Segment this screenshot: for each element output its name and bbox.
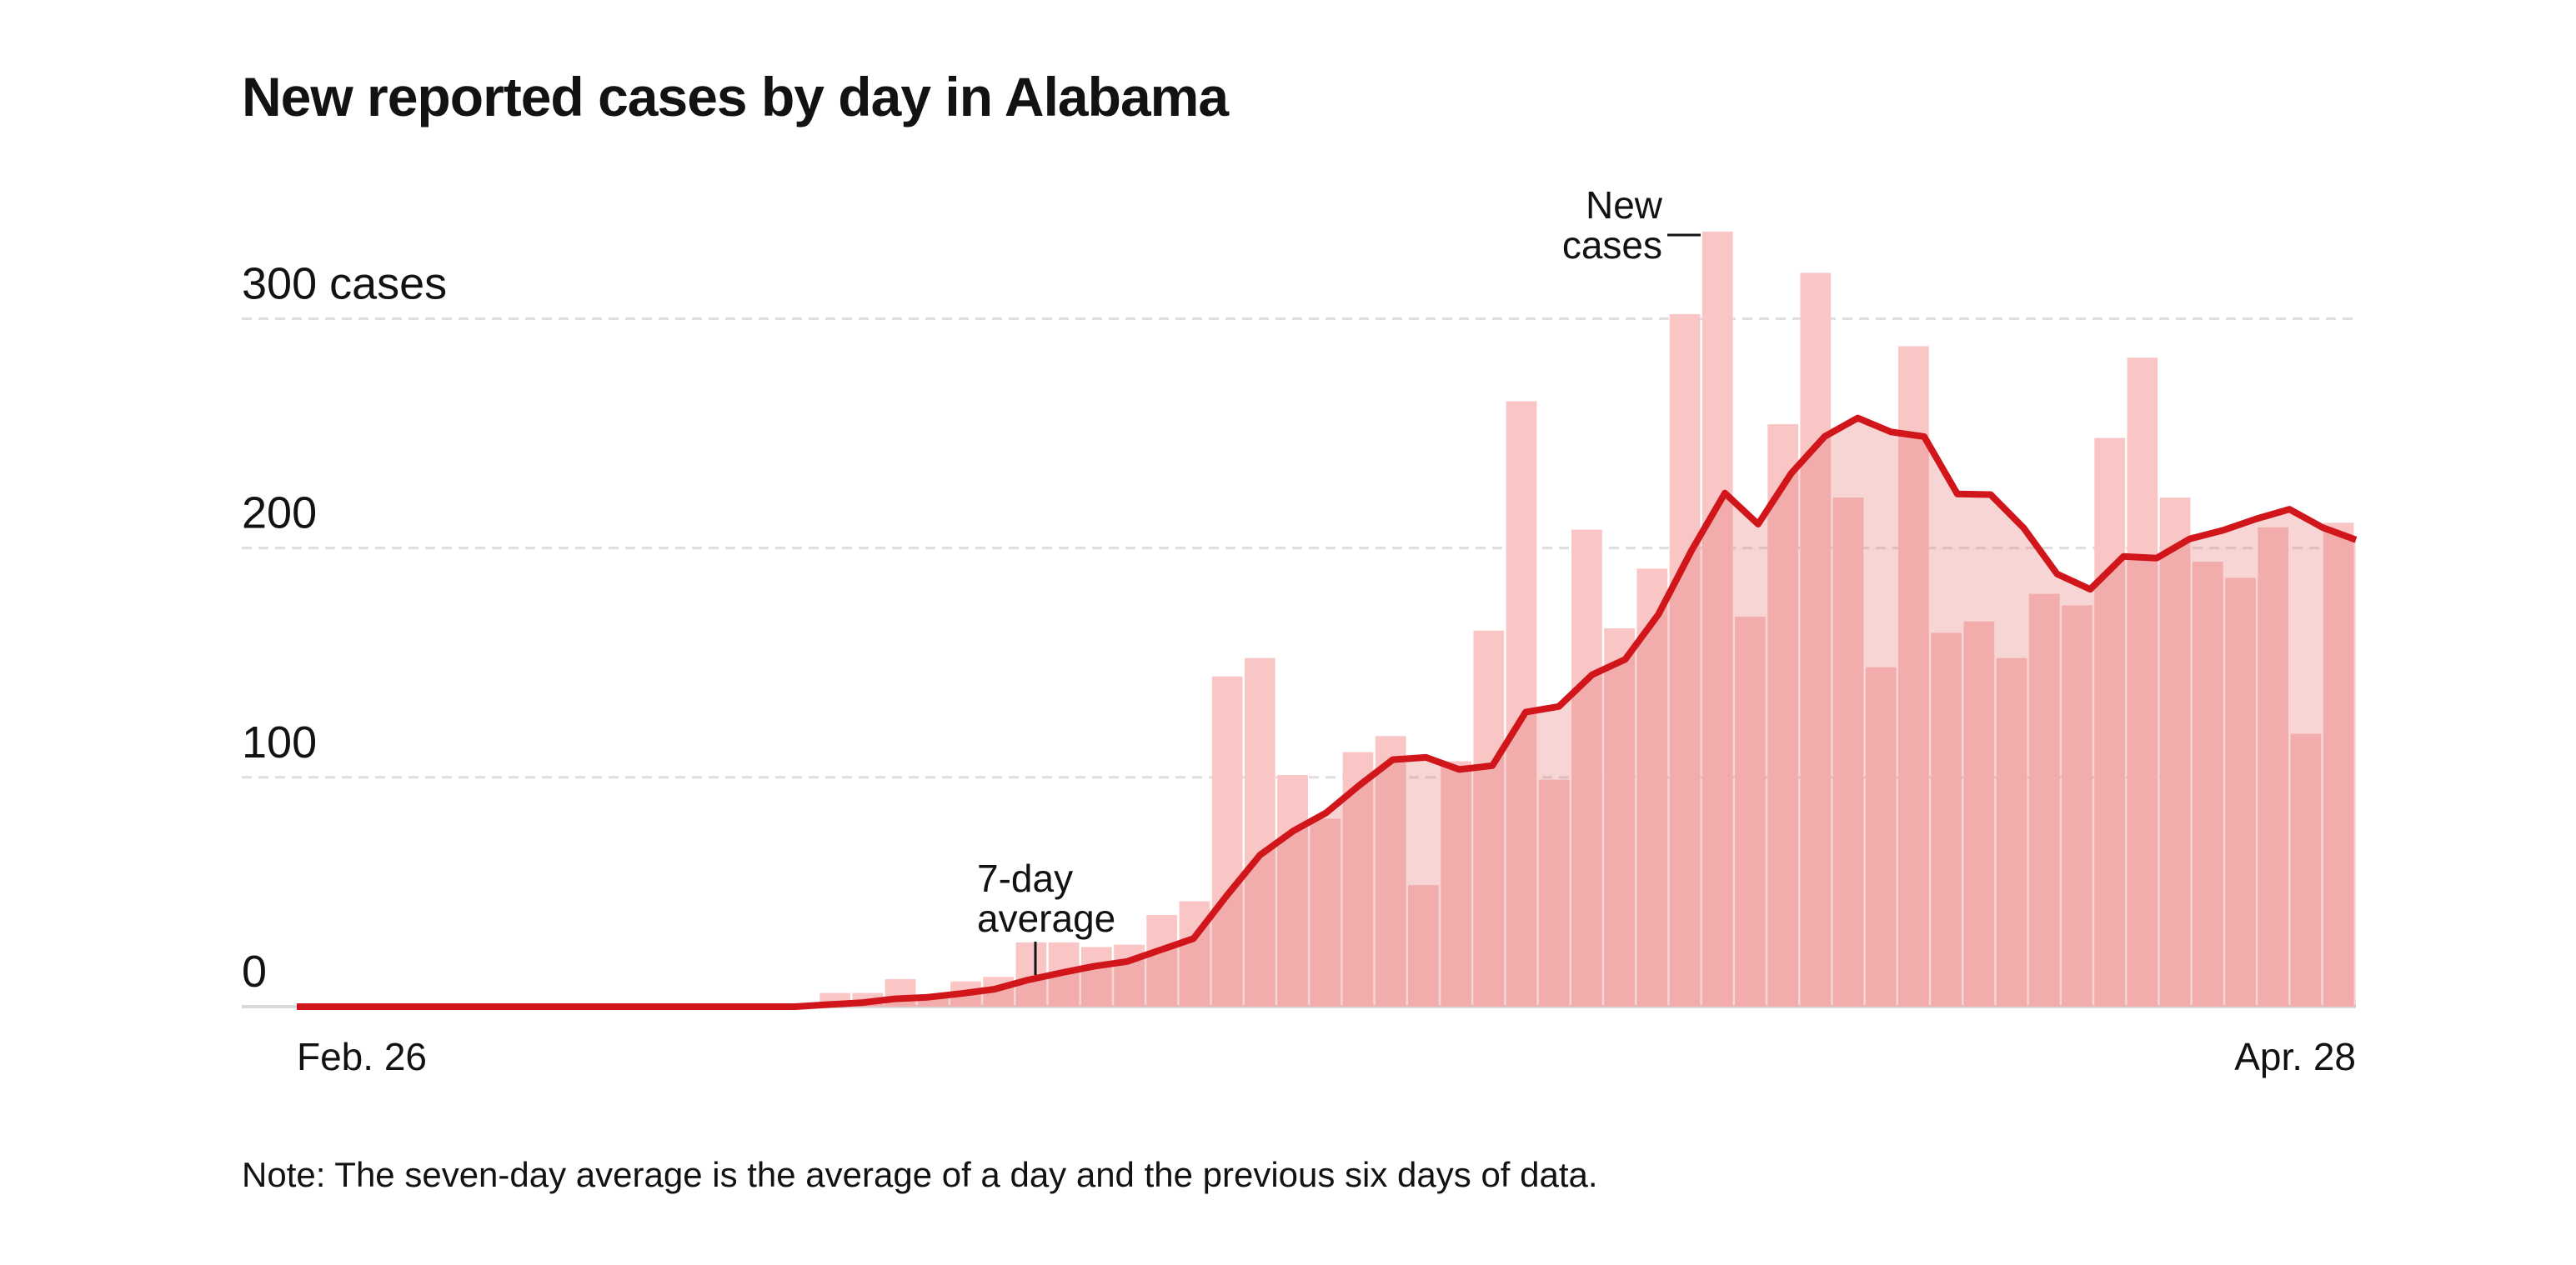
bar — [1996, 658, 2027, 1007]
average-area — [297, 418, 2356, 1008]
bar — [1669, 313, 1701, 1007]
bar — [1800, 272, 1832, 1007]
bar — [1473, 630, 1505, 1007]
y-tick-label: 0 — [242, 947, 267, 997]
bar — [1931, 632, 1962, 1007]
average-line — [297, 414, 2358, 1010]
line-annotation: 7-day average — [977, 857, 1116, 940]
bar — [2258, 527, 2289, 1007]
bar — [1506, 401, 1537, 1007]
bar — [1408, 885, 1439, 1007]
bar — [1146, 914, 1178, 1007]
bar — [2062, 605, 2092, 1007]
chart-title: New reported cases by day in Alabama — [242, 66, 1229, 128]
bar — [1898, 346, 1929, 1007]
bar — [1767, 423, 1798, 1007]
bar — [1080, 947, 1112, 1007]
bar — [1375, 736, 1406, 1007]
bar — [1571, 529, 1602, 1007]
bar-annotation: New cases — [1561, 183, 1662, 267]
bar — [2094, 438, 2126, 1007]
bar — [2159, 498, 2191, 1007]
x-tick-label: Feb. 26 — [297, 1035, 427, 1078]
bar — [1441, 761, 1471, 1007]
bar — [1963, 621, 1995, 1007]
y-tick-label: 300 cases — [242, 258, 447, 308]
bar — [2225, 578, 2256, 1007]
bar — [1211, 676, 1243, 1007]
bar — [1310, 818, 1341, 1007]
bar — [1538, 779, 1570, 1007]
bar — [2290, 733, 2322, 1007]
bar — [2323, 522, 2354, 1007]
bar — [1865, 667, 1897, 1007]
bar — [2127, 358, 2158, 1008]
bar — [1604, 628, 1635, 1007]
note: Note: The seven-day average is the avera… — [242, 1155, 1598, 1194]
bar — [1701, 231, 1733, 1008]
bar — [2192, 562, 2223, 1007]
bar — [2028, 593, 2060, 1007]
bar — [1832, 498, 1864, 1007]
x-tick-label: Apr. 28 — [2234, 1035, 2356, 1078]
y-tick-label: 100 — [242, 718, 317, 768]
bar — [1735, 617, 1766, 1007]
y-tick-label: 200 — [242, 488, 317, 538]
bar — [1244, 658, 1275, 1007]
bar — [1277, 775, 1308, 1007]
